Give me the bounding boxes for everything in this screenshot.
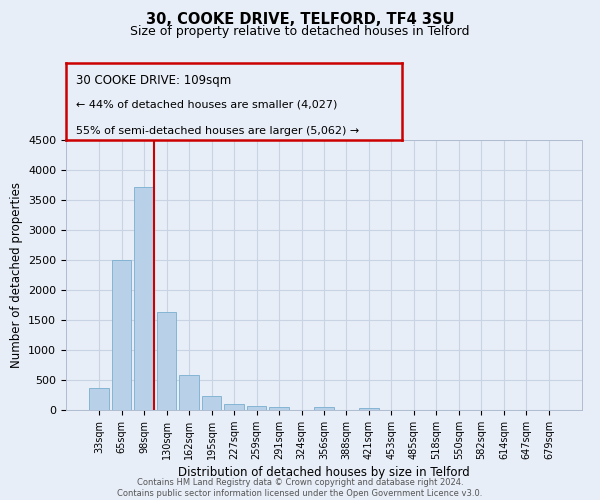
Text: 30, COOKE DRIVE, TELFORD, TF4 3SU: 30, COOKE DRIVE, TELFORD, TF4 3SU	[146, 12, 454, 28]
Bar	[202, 396, 221, 410]
Bar	[157, 312, 176, 410]
Bar	[269, 407, 289, 410]
Bar	[359, 408, 379, 410]
Text: ← 44% of detached houses are smaller (4,027): ← 44% of detached houses are smaller (4,…	[76, 100, 337, 110]
Bar	[134, 187, 154, 410]
Bar	[314, 406, 334, 410]
Bar	[247, 406, 266, 410]
Text: Contains HM Land Registry data © Crown copyright and database right 2024.
Contai: Contains HM Land Registry data © Crown c…	[118, 478, 482, 498]
Y-axis label: Number of detached properties: Number of detached properties	[10, 182, 23, 368]
Bar	[112, 260, 131, 410]
X-axis label: Distribution of detached houses by size in Telford: Distribution of detached houses by size …	[178, 466, 470, 479]
Bar	[224, 404, 244, 410]
Bar	[89, 388, 109, 410]
Text: 55% of semi-detached houses are larger (5,062) →: 55% of semi-detached houses are larger (…	[76, 126, 359, 136]
Text: Size of property relative to detached houses in Telford: Size of property relative to detached ho…	[130, 25, 470, 38]
Bar	[179, 374, 199, 410]
Text: 30 COOKE DRIVE: 109sqm: 30 COOKE DRIVE: 109sqm	[76, 74, 232, 87]
